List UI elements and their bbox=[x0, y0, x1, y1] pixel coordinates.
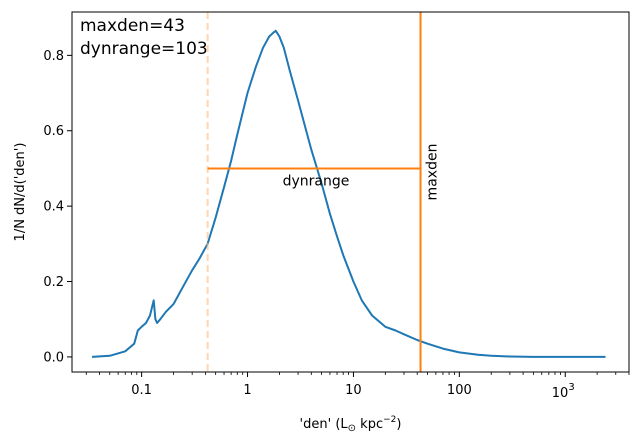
y-tick-label: 0.6 bbox=[43, 124, 64, 139]
dynrange-info-text: dynrange=103 bbox=[80, 39, 208, 59]
y-tick-label: 0.2 bbox=[43, 275, 64, 290]
maxden-label: maxden bbox=[425, 144, 441, 201]
x-tick-label: 10 bbox=[345, 383, 362, 398]
dynrange-label: dynrange bbox=[283, 173, 350, 189]
x-tick-label: 103 bbox=[552, 382, 575, 401]
maxden-info-text: maxden=43 bbox=[80, 16, 185, 36]
axes-frame bbox=[71, 11, 630, 373]
plot-area bbox=[91, 29, 606, 358]
x-tick-label: 1 bbox=[243, 383, 251, 398]
y-axis-label: 1/N dN/d('den') bbox=[13, 143, 28, 242]
annotation-layer bbox=[206, 12, 422, 372]
y-tick-label: 0.0 bbox=[43, 350, 64, 365]
y-tick-label: 0.4 bbox=[43, 200, 64, 215]
x-axis-label: 'den' (L⊙ kpc−2) bbox=[300, 415, 402, 434]
tick-layer: 0.1 1 10 100 103 0.0 0.2 0.4 0.6 0.8 bbox=[43, 49, 630, 401]
x-tick-label: 100 bbox=[447, 383, 472, 398]
x-tick-label: 0.1 bbox=[131, 383, 152, 398]
y-tick-label: 0.8 bbox=[43, 49, 64, 64]
series-line-0 bbox=[91, 29, 606, 358]
